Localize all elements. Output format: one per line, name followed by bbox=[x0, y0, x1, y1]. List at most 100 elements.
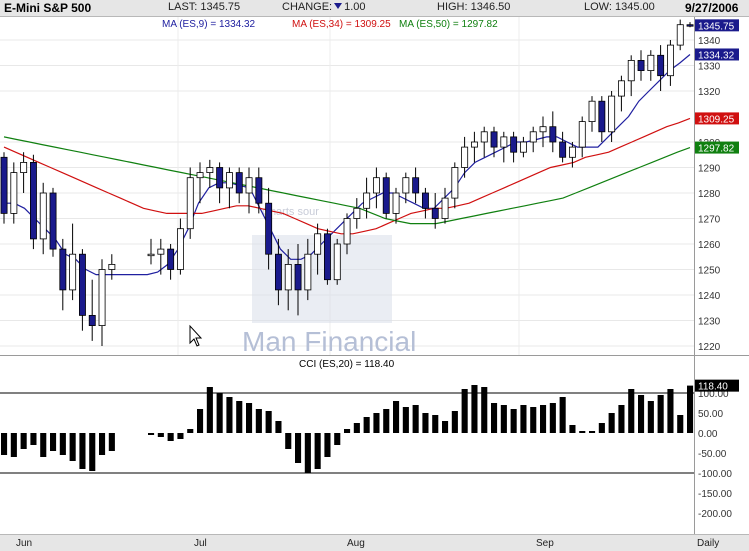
cci-bar bbox=[549, 403, 556, 433]
cci-bar bbox=[373, 413, 380, 433]
cci-bar bbox=[314, 433, 321, 469]
candle bbox=[343, 213, 351, 255]
ma34-legend: MA (ES,34) = 1309.25 bbox=[292, 19, 391, 30]
cci-bars bbox=[1, 385, 694, 473]
symbol-title: E-Mini S&P 500 bbox=[4, 1, 92, 15]
candle bbox=[265, 187, 273, 270]
price-tick-label: 1330 bbox=[698, 62, 721, 73]
cci-bar bbox=[363, 417, 370, 433]
cci-bar bbox=[481, 387, 488, 433]
watermark-faint-text: Charts sour bbox=[262, 206, 319, 218]
candle bbox=[39, 182, 47, 255]
change-label-text: CHANGE: bbox=[282, 1, 333, 13]
ma50-legend: MA (ES,50) = 1297.82 bbox=[399, 19, 498, 30]
candle bbox=[304, 238, 312, 301]
chart-header: E-Mini S&P 500 LAST: 1345.75 CHANGE: 1.00… bbox=[0, 0, 749, 17]
month-aug: Aug bbox=[347, 538, 365, 549]
cci-bar bbox=[422, 413, 429, 433]
cci-bar bbox=[579, 431, 586, 433]
candle bbox=[225, 167, 233, 209]
price-tag: 1334.32 bbox=[695, 48, 739, 61]
cci-tick-label: 0.00 bbox=[698, 429, 718, 440]
candle bbox=[176, 218, 184, 275]
price-tick-label: 1230 bbox=[698, 317, 721, 328]
cci-bar bbox=[432, 415, 439, 433]
candle bbox=[372, 167, 380, 209]
cci-bar bbox=[295, 433, 302, 463]
cci-bar bbox=[589, 431, 596, 433]
candle bbox=[294, 244, 302, 316]
candle bbox=[608, 91, 616, 142]
cci-bar bbox=[50, 433, 57, 451]
candle bbox=[167, 244, 175, 280]
cci-bar bbox=[187, 429, 194, 433]
price-tick-label: 1250 bbox=[698, 266, 721, 277]
candle bbox=[353, 198, 361, 229]
candle bbox=[10, 162, 18, 224]
candle bbox=[520, 136, 527, 158]
cci-tick-label: -100.00 bbox=[698, 469, 732, 480]
price-tag: 1309.25 bbox=[695, 112, 739, 125]
cci-bar bbox=[59, 433, 66, 455]
cci-bar bbox=[99, 433, 106, 455]
cci-bar bbox=[598, 423, 605, 433]
price-tick-label: 1340 bbox=[698, 36, 721, 47]
candlesticks bbox=[0, 19, 694, 346]
cci-bar bbox=[540, 405, 547, 433]
candle bbox=[69, 223, 77, 301]
cci-bar bbox=[461, 389, 468, 433]
candle bbox=[147, 238, 155, 265]
candle bbox=[598, 96, 606, 142]
cci-bar bbox=[10, 433, 17, 457]
cci-bar bbox=[148, 433, 155, 435]
cci-bar bbox=[334, 433, 341, 445]
change-label: CHANGE: 1.00 bbox=[282, 1, 366, 13]
candle bbox=[451, 162, 459, 209]
frequency-label: Daily bbox=[697, 538, 720, 549]
cci-bar bbox=[236, 401, 243, 433]
last-price: LAST: 1345.75 bbox=[168, 1, 241, 13]
low-price: LOW: 1345.00 bbox=[584, 1, 655, 13]
candle bbox=[510, 131, 518, 163]
cci-bar bbox=[79, 433, 86, 469]
candle bbox=[431, 193, 439, 229]
cci-bar bbox=[471, 385, 478, 433]
cci-bar bbox=[687, 385, 694, 433]
candle bbox=[98, 259, 106, 346]
cci-bar bbox=[569, 425, 576, 433]
candle bbox=[382, 172, 390, 219]
price-tags: 1345.75 1334.32 1309.25 1297.82 bbox=[695, 19, 739, 155]
price-tick-label: 1260 bbox=[698, 240, 721, 251]
cci-bar bbox=[1, 433, 8, 455]
candle bbox=[402, 172, 410, 204]
candle bbox=[363, 177, 371, 219]
cci-tick-label: -150.00 bbox=[698, 489, 732, 500]
candle bbox=[637, 50, 645, 81]
cci-bar bbox=[226, 397, 233, 433]
cci-bar bbox=[451, 411, 458, 433]
cci-bar bbox=[275, 421, 282, 433]
candle bbox=[235, 167, 243, 204]
high-price: HIGH: 1346.50 bbox=[437, 1, 511, 13]
change-value: 1.00 bbox=[344, 1, 366, 13]
cci-last-value: 118.40 bbox=[698, 382, 728, 393]
svg-text:1334.32: 1334.32 bbox=[698, 50, 735, 61]
candle bbox=[314, 223, 322, 275]
cci-bar bbox=[20, 433, 27, 449]
cci-bar bbox=[197, 409, 204, 433]
candle bbox=[686, 22, 694, 28]
candle bbox=[657, 45, 665, 91]
watermark-logo bbox=[252, 235, 392, 323]
candle bbox=[284, 249, 292, 311]
cci-bar bbox=[167, 433, 174, 441]
watermark-brand: Man Financial bbox=[242, 326, 416, 355]
candle bbox=[618, 75, 625, 112]
candle bbox=[470, 131, 478, 163]
cci-bar bbox=[638, 395, 645, 433]
cci-bar bbox=[157, 433, 164, 437]
candle bbox=[480, 126, 488, 158]
cci-bar bbox=[40, 433, 47, 457]
cci-tick-label: -50.00 bbox=[698, 449, 727, 460]
svg-text:1309.25: 1309.25 bbox=[698, 114, 735, 125]
candle bbox=[274, 238, 282, 306]
